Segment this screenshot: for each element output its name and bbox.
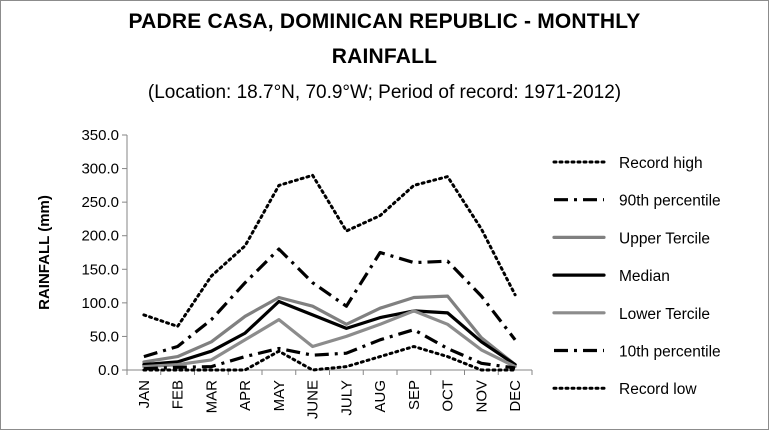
x-tick-label: APR: [237, 380, 254, 411]
y-tick-label: 0.0: [98, 362, 119, 379]
y-tick-label: 250.0: [81, 194, 119, 211]
x-tick-label: JUNE: [305, 380, 322, 419]
series-line-10th-percentile: [143, 328, 516, 371]
chart-title-line-2: RAINFALL: [331, 45, 438, 68]
x-tick-label: FEB: [170, 380, 187, 409]
legend-label: 90th percentile: [619, 193, 721, 210]
legend-label: Median: [619, 268, 670, 285]
x-tick-label: OCT: [440, 380, 457, 412]
x-tick-label: NOV: [473, 380, 490, 413]
series-line-90th-percentile: [143, 247, 517, 359]
series-line-lower-tercile: [142, 309, 517, 369]
legend-label: Record high: [619, 155, 703, 172]
y-axis-title: RAINFALL (mm): [36, 195, 53, 310]
y-tick-label: 200.0: [81, 228, 119, 245]
x-tick-label: SEP: [406, 380, 423, 410]
chart-title-line-1: PADRE CASA, DOMINICAN REPUBLIC - MONTHLY: [128, 10, 641, 33]
x-tick-label: MAY: [271, 380, 288, 411]
x-tick-label: DEC: [507, 380, 524, 412]
x-tick-label: MAR: [203, 380, 220, 414]
y-tick-label: 150.0: [81, 261, 119, 278]
legend-label: Lower Tercile: [619, 306, 710, 323]
y-tick-label: 350.0: [81, 127, 119, 144]
series-line-median: [142, 299, 517, 367]
y-tick-label: 50.0: [90, 328, 119, 345]
x-tick-label: JAN: [136, 380, 153, 408]
legend-label: Upper Tercile: [619, 230, 710, 247]
y-tick-label: 100.0: [81, 295, 119, 312]
chart-subtitle: (Location: 18.7°N, 70.9°W; Period of rec…: [147, 82, 622, 103]
legend-label: 10th percentile: [619, 344, 721, 361]
series-line-record-high: [142, 173, 517, 328]
series-line-record-low: [142, 345, 517, 372]
legend-label: Record low: [619, 381, 697, 398]
y-tick-label: 300.0: [81, 161, 119, 178]
x-tick-label: AUG: [372, 380, 389, 413]
series-line-upper-tercile: [142, 294, 517, 367]
x-tick-label: JULY: [338, 380, 355, 416]
